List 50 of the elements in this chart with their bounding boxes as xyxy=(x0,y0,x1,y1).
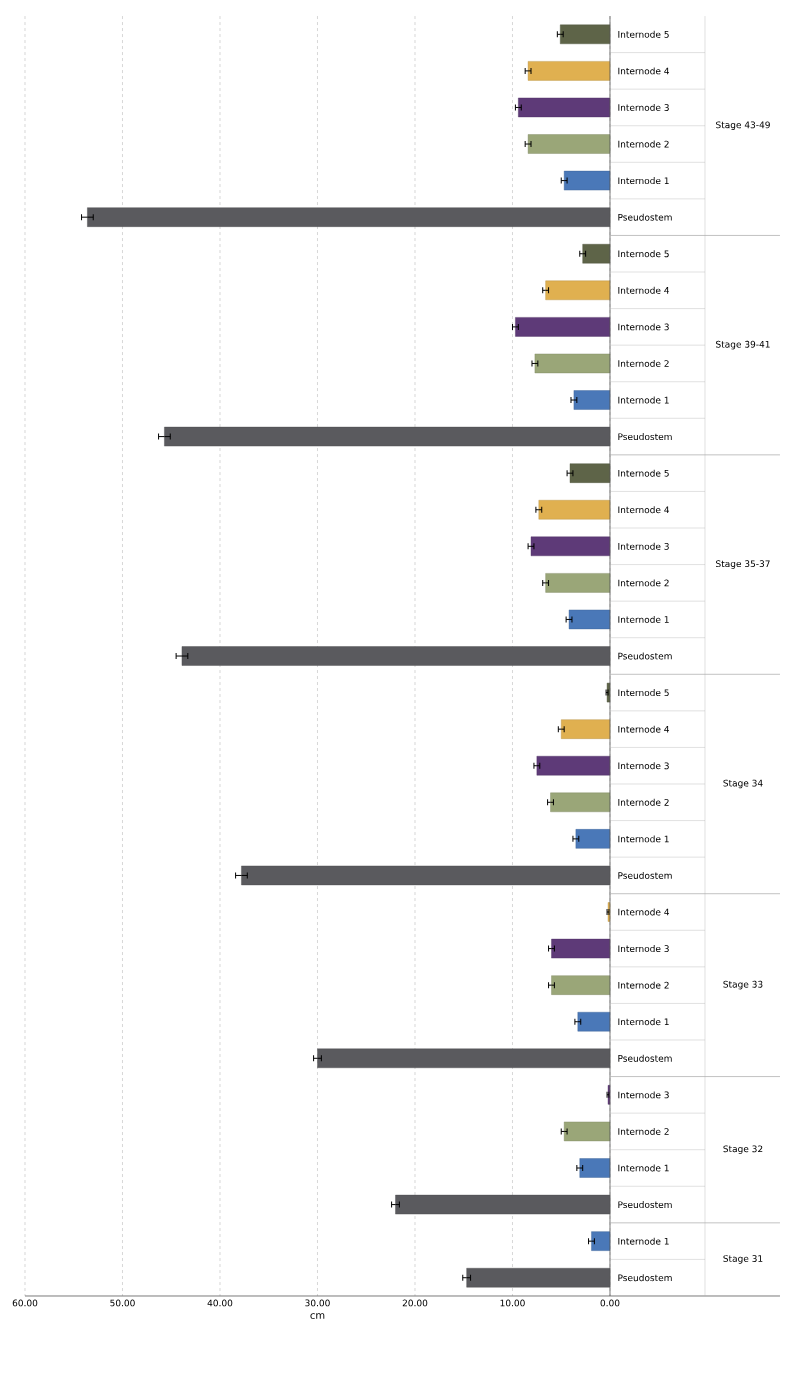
y-tick-label: Internode 1 xyxy=(618,1164,669,1172)
y-tick-label: Pseudostem xyxy=(618,1054,672,1062)
y-tick-label: Internode 4 xyxy=(618,67,670,75)
y-tick-label: Internode 2 xyxy=(618,1127,669,1135)
x-tick-label: 40.00 xyxy=(207,1299,233,1307)
text: Stage 32 xyxy=(723,1145,763,1154)
y-tick-label: Internode 3 xyxy=(618,945,669,953)
y-tick-label: Internode 4 xyxy=(618,506,670,514)
y-tick-label: Internode 1 xyxy=(618,615,669,623)
y-tick-label: Internode 4 xyxy=(618,908,670,916)
text: Stage 31 xyxy=(723,1255,763,1264)
y-tick-label: Pseudostem xyxy=(618,652,672,660)
y-tick-label: Pseudostem xyxy=(618,1274,672,1282)
y-tick-label: Internode 2 xyxy=(618,981,669,989)
x-tick-label: 0.00 xyxy=(600,1299,620,1307)
y-tick-label: Pseudostem xyxy=(618,433,672,441)
x-tick-label: 50.00 xyxy=(110,1299,135,1307)
x-tick-label: 30.00 xyxy=(305,1299,330,1307)
y-tick-label: Internode 3 xyxy=(618,762,669,770)
x-tick-label: 20.00 xyxy=(402,1299,428,1307)
y-tick-label: Internode 4 xyxy=(618,725,670,733)
y-tick-label: Internode 1 xyxy=(618,396,669,404)
text: Stage 39-41 xyxy=(716,340,770,350)
x-tick-label: 10.00 xyxy=(500,1299,525,1307)
y-tick-label: Internode 5 xyxy=(618,689,669,697)
y-tick-label: Pseudostem xyxy=(618,871,672,879)
y-tick-label: Internode 4 xyxy=(618,286,670,294)
y-tick-label: Internode 5 xyxy=(618,469,669,477)
text: Stage 34 xyxy=(723,779,763,789)
y-tick-label: Internode 3 xyxy=(618,103,669,111)
y-tick-label: Internode 1 xyxy=(618,1237,669,1245)
y-tick-label: Internode 3 xyxy=(618,1091,669,1099)
y-tick-label: Internode 2 xyxy=(618,140,669,148)
x-axis-title: cm xyxy=(310,1313,325,1319)
y-tick-label: Internode 3 xyxy=(618,323,669,331)
y-tick-label: Internode 5 xyxy=(618,30,669,38)
y-tick-label: Pseudostem xyxy=(618,1201,672,1209)
y-tick-label: Internode 3 xyxy=(618,542,669,550)
y-tick-label: Internode 1 xyxy=(618,835,669,843)
y-tick-label: Internode 2 xyxy=(618,798,669,806)
x-tick-label: 60.00 xyxy=(12,1299,38,1307)
text: Stage 33 xyxy=(723,980,763,990)
y-tick-label: Internode 5 xyxy=(618,250,669,258)
y-tick-label: Internode 1 xyxy=(618,1018,669,1026)
y-tick-label: Internode 2 xyxy=(618,579,669,587)
y-tick-label: Internode 2 xyxy=(618,359,669,367)
y-tick-label: Pseudostem xyxy=(618,213,672,221)
text: Stage 43-49 xyxy=(716,121,770,130)
y-tick-label: Internode 1 xyxy=(618,177,669,185)
text: Stage 35-37 xyxy=(716,560,770,569)
